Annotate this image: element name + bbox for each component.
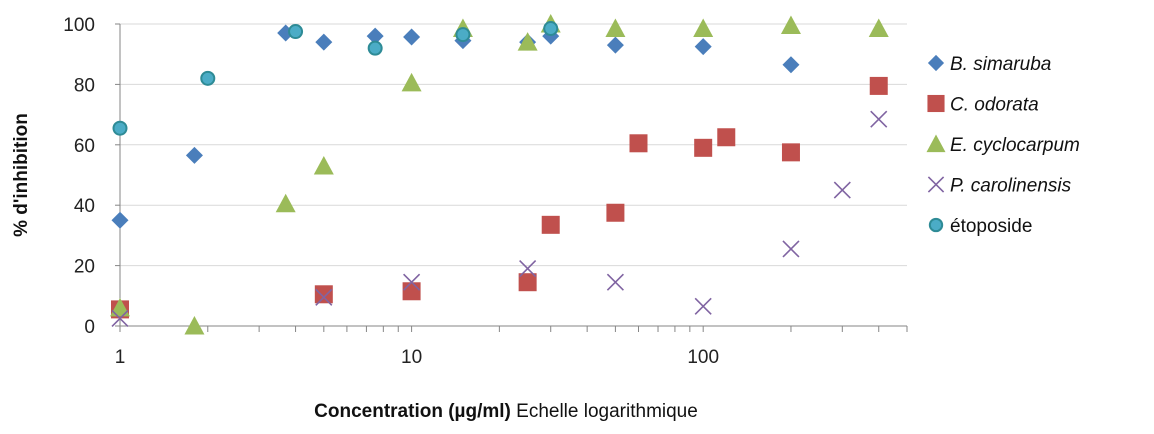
axes	[115, 23, 908, 332]
data-point	[184, 316, 205, 335]
gridlines	[120, 23, 907, 267]
x-tick-label: 10	[401, 347, 422, 368]
y-tick-label: 40	[74, 196, 95, 217]
data-point	[313, 155, 334, 175]
data-point	[517, 32, 538, 51]
data-point	[401, 72, 422, 92]
legend-label: étoposide	[950, 216, 1032, 237]
series-circle	[112, 21, 559, 136]
data-point	[606, 36, 624, 54]
x-axis-label-bold: Concentration (µg/ml)	[314, 401, 511, 422]
data-point	[717, 128, 736, 147]
series-triangle	[110, 14, 889, 335]
y-axis-label: % d'inhibition	[11, 113, 32, 237]
data-point	[403, 28, 421, 46]
x-axis-label: Concentration (µg/ml) Echelle logarithmi…	[314, 401, 698, 422]
legend-marker	[927, 54, 945, 72]
series-x	[111, 110, 888, 328]
data-point	[782, 56, 800, 74]
x-tick-label: 100	[687, 347, 719, 368]
legend-label: E. cyclocarpum	[950, 135, 1080, 156]
y-tick-label: 80	[74, 75, 95, 96]
data-point	[200, 70, 216, 86]
data-point	[780, 15, 801, 35]
legend-label: C. odorata	[950, 95, 1039, 116]
y-tick-label: 60	[74, 136, 95, 157]
data-point	[519, 260, 537, 278]
data-point	[870, 110, 888, 128]
y-tick-label: 100	[63, 15, 95, 36]
data-point	[185, 146, 203, 164]
legend-marker	[927, 94, 945, 113]
data-point	[694, 38, 712, 56]
data-point	[315, 288, 333, 306]
data-point	[543, 21, 559, 37]
data-point	[693, 18, 714, 38]
data-point	[868, 18, 889, 38]
data-point	[781, 143, 800, 162]
y-tick-labels: 0 20 40 60 80 100	[63, 15, 95, 338]
data-point	[782, 240, 800, 258]
legend-marker	[926, 134, 946, 153]
data-point	[367, 40, 383, 56]
legend-marker	[927, 176, 945, 193]
legend: B. simaruba C. odorata E. cyclocarpum P. ca…	[926, 54, 1080, 237]
data-point	[629, 134, 648, 153]
x-axis-label-normal: Echelle logarithmique	[511, 401, 698, 422]
data-point	[869, 76, 888, 95]
data-point	[402, 282, 421, 301]
data-points	[110, 14, 889, 335]
data-point	[694, 138, 713, 157]
x-tick-labels: 1 10 100	[115, 347, 719, 368]
data-point	[277, 24, 295, 42]
data-point	[111, 211, 129, 229]
data-point	[315, 33, 333, 51]
series-diamond	[111, 24, 800, 229]
data-point	[541, 215, 560, 234]
data-point	[403, 273, 421, 291]
data-point	[111, 309, 129, 328]
x-tick-label: 1	[115, 347, 126, 368]
legend-label: P. carolinensis	[950, 176, 1072, 197]
data-point	[542, 27, 560, 45]
data-point	[606, 203, 625, 222]
data-point	[518, 273, 537, 292]
data-point	[366, 27, 384, 45]
data-point	[605, 18, 626, 38]
data-point	[112, 120, 128, 136]
data-point	[833, 181, 851, 199]
y-tick-label: 20	[74, 257, 95, 278]
data-point	[606, 273, 624, 291]
data-point	[288, 24, 304, 40]
data-point	[275, 193, 296, 213]
legend-marker	[928, 217, 944, 233]
data-point	[455, 27, 471, 43]
data-point	[314, 285, 333, 304]
y-tick-label: 0	[84, 317, 95, 338]
data-point	[110, 297, 130, 317]
series-square	[111, 76, 888, 319]
legend-label: B. simaruba	[950, 54, 1051, 75]
data-point	[694, 297, 712, 315]
